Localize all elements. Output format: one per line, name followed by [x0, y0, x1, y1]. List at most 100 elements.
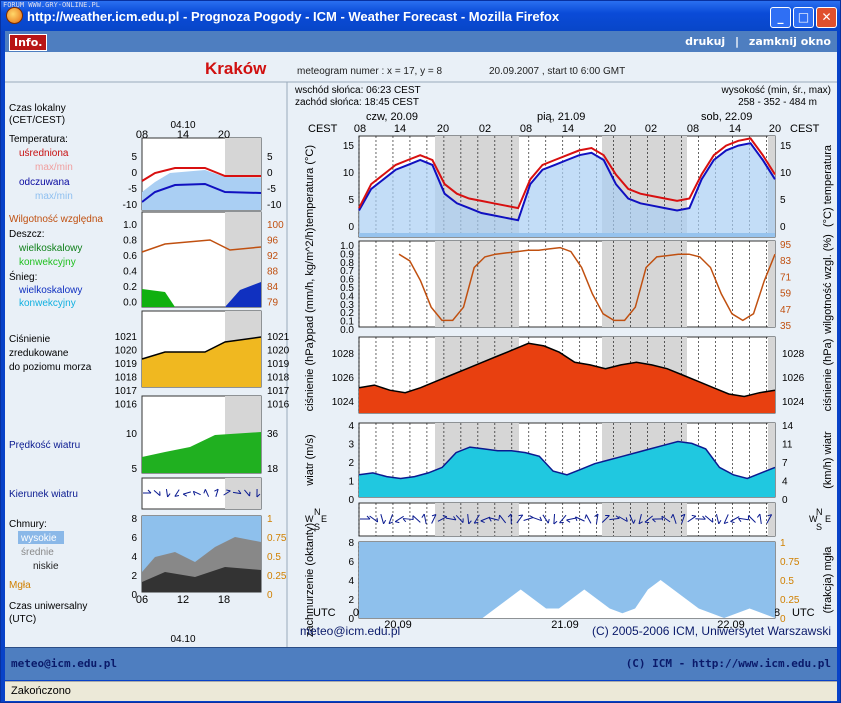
- small-temp-felt: [141, 182, 262, 203]
- print-link[interactable]: drukuj: [685, 35, 726, 48]
- temp-axis-label-left: temperatura (°C): [304, 145, 316, 227]
- wind-arrow-shaft: [575, 516, 585, 522]
- wind-arrow: [609, 515, 620, 521]
- wind-arrow: [715, 514, 722, 525]
- wind-arrow-shaft: [704, 515, 714, 523]
- cloud-tick-right: 0.5: [780, 576, 794, 587]
- day-label-1: czw, 20.09: [366, 111, 418, 123]
- small-wind-arrow-shaft: [165, 488, 169, 498]
- wind-arrow: [488, 517, 499, 522]
- small-temp-tick-left: 0: [131, 168, 137, 179]
- wind-area: [359, 441, 775, 497]
- small-date-bottom: 04.10: [170, 634, 195, 645]
- small-wind-arrow: [165, 488, 171, 498]
- small-hum-tick-left: 1.0: [123, 220, 137, 231]
- wind-arrow: [594, 513, 599, 525]
- temp-tick-left: 5: [348, 195, 354, 206]
- wind-arrow-head: [480, 520, 485, 523]
- wind-dir-label: Kierunek wiatru: [9, 489, 78, 500]
- bottom-copyright-link[interactable]: (C) ICM - http://www.icm.edu.pl: [625, 657, 831, 670]
- day-label-2: pią, 21.09: [537, 111, 585, 123]
- temp-avg-line: [358, 137, 776, 210]
- top-tick: 20: [604, 123, 616, 135]
- small-temp-tick-left: -10: [123, 200, 138, 211]
- bottom-email-link[interactable]: meteo@icm.edu.pl: [11, 657, 117, 670]
- prec-tick: 0.0: [340, 325, 354, 336]
- small-wind-arrow: [223, 489, 231, 496]
- temperature-label: Temperatura:: [9, 134, 68, 145]
- height-label: wysokość (min, śr., max): [721, 85, 831, 96]
- utc-left: UTC: [313, 607, 336, 619]
- compass-e: E: [321, 514, 327, 524]
- temp-axis-label-right: (°C) temperatura: [822, 144, 834, 227]
- wind-arrow-shaft: [601, 515, 610, 523]
- night-band: [435, 241, 519, 327]
- wind-arrow: [412, 515, 421, 523]
- info-button[interactable]: Info.: [9, 34, 48, 51]
- wind-arrow-head: [566, 519, 571, 523]
- wind-arrow-shaft: [516, 514, 524, 524]
- wind-arrow-shaft: [480, 516, 491, 522]
- small-wind-arrow: [192, 490, 201, 496]
- wind-arrow: [473, 514, 480, 524]
- wind-arrow: [723, 514, 729, 525]
- cloud-gap: [419, 580, 775, 618]
- wind-arrow-head: [723, 521, 729, 525]
- wind-arrow-head: [644, 521, 650, 524]
- small-wind-arrow-shaft: [232, 491, 242, 495]
- close-window-link[interactable]: zamknij okno: [748, 35, 831, 48]
- small-wind-arrow-head: [249, 491, 251, 497]
- temp-tick-left: 15: [343, 141, 355, 152]
- cloud-tick-left: 6: [348, 557, 354, 568]
- wind-tick-right: 14: [782, 421, 794, 432]
- minimize-button[interactable]: _: [770, 7, 791, 28]
- wind-arrow: [467, 513, 472, 525]
- wind-tick-left: 2: [348, 458, 354, 469]
- small-hum-tick-right: 92: [267, 251, 279, 262]
- small-wind-arrow-shaft: [174, 489, 180, 497]
- small-pressure-line: [141, 336, 262, 360]
- temp-avg-label: uśredniona: [19, 148, 69, 159]
- wind-arrow-shaft: [730, 516, 740, 522]
- small-hum-tick-right: 79: [267, 298, 279, 309]
- small-wind-arrow-shaft: [204, 489, 210, 497]
- small-hum-tick-right: 100: [267, 220, 284, 231]
- wind-arrow-head: [507, 513, 512, 518]
- small-wind-arrow-head: [214, 488, 219, 492]
- small-wind-arrow-head: [238, 489, 242, 494]
- close-button[interactable]: ✕: [816, 7, 837, 28]
- cloud-tick-right: 0: [780, 614, 786, 625]
- clouds-high-label: wysokie: [20, 533, 57, 544]
- press-tick-right: 1028: [782, 349, 805, 360]
- wind-arrow-head: [395, 521, 400, 524]
- small-hum-tick-right: 88: [267, 267, 279, 278]
- small-wind-area: [142, 432, 261, 473]
- press-tick-left: 1028: [332, 349, 355, 360]
- wind-arrow-shaft: [618, 516, 628, 522]
- sunrise: wschód słońca: 06:23 CEST: [294, 85, 421, 96]
- footer-email-link[interactable]: meteo@icm.edu.pl: [300, 624, 400, 638]
- small-temp-avg: [141, 167, 261, 182]
- small-hum-tick-left: 0.2: [123, 282, 137, 293]
- small-cloud-tick-right: 0: [267, 590, 273, 601]
- maximize-button[interactable]: □: [793, 7, 814, 28]
- wind-arrow: [445, 516, 457, 521]
- wind-arrow-shaft: [595, 513, 599, 525]
- temp-tick-left: 0: [348, 222, 354, 233]
- snow-conv-label: konwekcyjny: [19, 298, 76, 309]
- wind-arrow: [369, 515, 379, 523]
- footer-copyright: (C) 2005-2006 ICM, Uniwersytet Warszawsk…: [592, 624, 831, 638]
- wind-arrow-shaft: [388, 514, 394, 524]
- small-cloud-tick-right: 1: [267, 514, 273, 525]
- wind-arrow: [380, 514, 387, 525]
- small-wind-arrow-head: [203, 489, 206, 494]
- wind-arrow: [388, 514, 394, 525]
- wind-arrow: [437, 514, 448, 522]
- small-press-tick-left: 1021: [115, 332, 138, 343]
- cloud-axis-label: zachmurzenie (oktanty): [304, 523, 316, 637]
- wind-arrow-shaft: [681, 514, 686, 524]
- small-wind-arrow-head: [256, 493, 261, 498]
- page-content: Info. drukuj | zamknij okno Kraków meteo…: [5, 31, 837, 680]
- pressure-label-1: Ciśnienie: [9, 334, 51, 345]
- sunset: zachód słońca: 18:45 CEST: [295, 97, 419, 108]
